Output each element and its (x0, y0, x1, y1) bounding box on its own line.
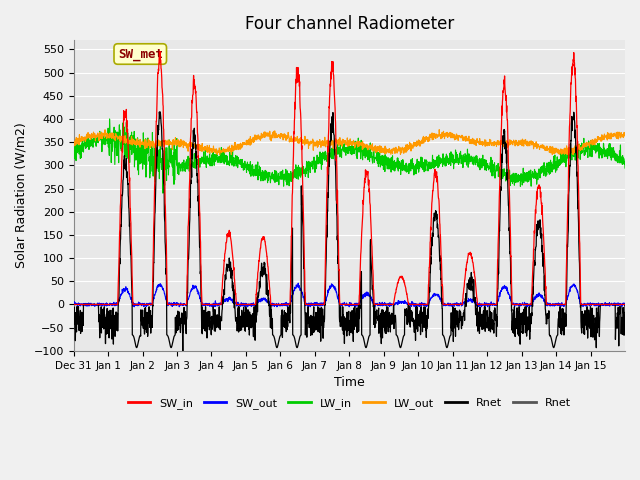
Legend: SW_in, SW_out, LW_in, LW_out, Rnet, Rnet: SW_in, SW_out, LW_in, LW_out, Rnet, Rnet (124, 394, 575, 414)
Y-axis label: Solar Radiation (W/m2): Solar Radiation (W/m2) (15, 122, 28, 268)
Text: SW_met: SW_met (118, 48, 163, 60)
X-axis label: Time: Time (334, 376, 365, 389)
Title: Four channel Radiometer: Four channel Radiometer (244, 15, 454, 33)
